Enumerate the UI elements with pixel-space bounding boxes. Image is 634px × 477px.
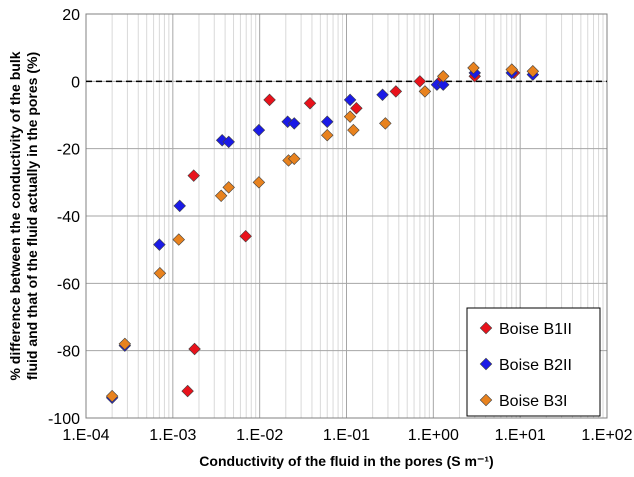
data-point — [350, 102, 363, 115]
data-point — [343, 93, 357, 107]
data-point — [187, 169, 200, 182]
y-tick-label: 0 — [71, 74, 80, 91]
legend-marker — [479, 321, 493, 335]
data-point — [188, 342, 201, 356]
series-3 — [105, 61, 540, 403]
plot-area — [85, 13, 608, 419]
y-axis-title-line-2: fluid and that of the fluid actually in … — [24, 52, 40, 380]
tick-labels: 1.E-04 1.E-03 1.E-02 1.E-01 1.E+00 1.E+01 1.E+… — [48, 7, 633, 444]
data-point — [376, 88, 389, 102]
data-point — [263, 93, 276, 107]
data-point — [321, 115, 334, 128]
data-point — [389, 85, 403, 98]
x-tick-label: 1.E-01 — [323, 427, 370, 444]
x-tick-label: 1.E+01 — [495, 427, 546, 444]
legend-label: Boise B1II — [499, 321, 572, 338]
data-point — [172, 233, 185, 246]
data-point — [252, 123, 266, 137]
data-point — [347, 123, 360, 137]
data-point — [303, 96, 317, 110]
data-point — [105, 389, 119, 403]
data-point — [287, 117, 301, 130]
data-point — [214, 189, 228, 203]
data-point — [526, 65, 540, 78]
data-points — [105, 61, 540, 405]
data-point — [287, 152, 301, 165]
x-axis-title: Conductivity of the fluid in the pores (… — [199, 453, 493, 469]
y-tick-label: -80 — [57, 344, 80, 361]
x-tick-label: 1.E-04 — [62, 427, 109, 444]
data-point — [118, 337, 132, 351]
x-tick-label: 1.E-02 — [236, 427, 283, 444]
legend-label: Boise B3I — [499, 393, 567, 410]
data-point — [413, 75, 427, 88]
y-tick-label: -20 — [57, 142, 80, 159]
data-point — [467, 61, 480, 75]
data-point — [343, 110, 357, 123]
y-axis-title-line-1: % difference between the conductivity of… — [7, 51, 23, 380]
x-tick-label: 1.E+00 — [408, 427, 459, 444]
legend-label: Boise B2II — [499, 357, 572, 374]
x-tick-label: 1.E+02 — [581, 427, 632, 444]
data-point — [239, 229, 252, 243]
data-point — [437, 70, 450, 83]
legend: Boise B1II Boise B2II Boise B3I — [466, 307, 601, 417]
data-point — [222, 181, 235, 194]
y-tick-label: -100 — [48, 411, 80, 428]
data-point — [153, 238, 166, 251]
data-point — [173, 199, 186, 213]
data-point — [379, 117, 392, 130]
legend-marker — [479, 357, 493, 371]
y-tick-label: -40 — [57, 209, 80, 226]
data-point — [505, 63, 518, 76]
data-point — [222, 135, 235, 149]
data-point — [418, 85, 432, 98]
data-point — [252, 176, 266, 189]
data-point — [437, 78, 450, 91]
data-point — [321, 128, 334, 142]
legend-marker — [479, 393, 493, 407]
y-tick-label: -60 — [57, 276, 80, 293]
y-tick-label: 20 — [62, 7, 80, 24]
data-point — [181, 384, 194, 398]
data-point — [153, 267, 167, 280]
series-2 — [105, 66, 540, 405]
x-tick-label: 1.E-03 — [149, 427, 196, 444]
